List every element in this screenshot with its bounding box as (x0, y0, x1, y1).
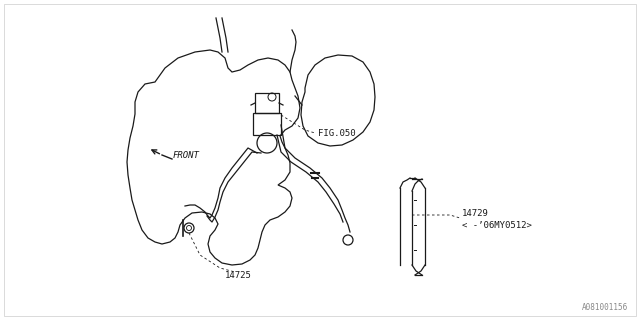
Text: 14725: 14725 (225, 271, 252, 280)
Text: 14729: 14729 (462, 209, 489, 218)
Bar (255, 93, 279, 113)
Text: FRONT: FRONT (173, 150, 200, 159)
Text: A081001156: A081001156 (582, 303, 628, 313)
Text: FIG.050: FIG.050 (318, 129, 356, 138)
Text: < -’06MY0512>: < -’06MY0512> (462, 220, 532, 229)
Bar (253, 113, 281, 135)
